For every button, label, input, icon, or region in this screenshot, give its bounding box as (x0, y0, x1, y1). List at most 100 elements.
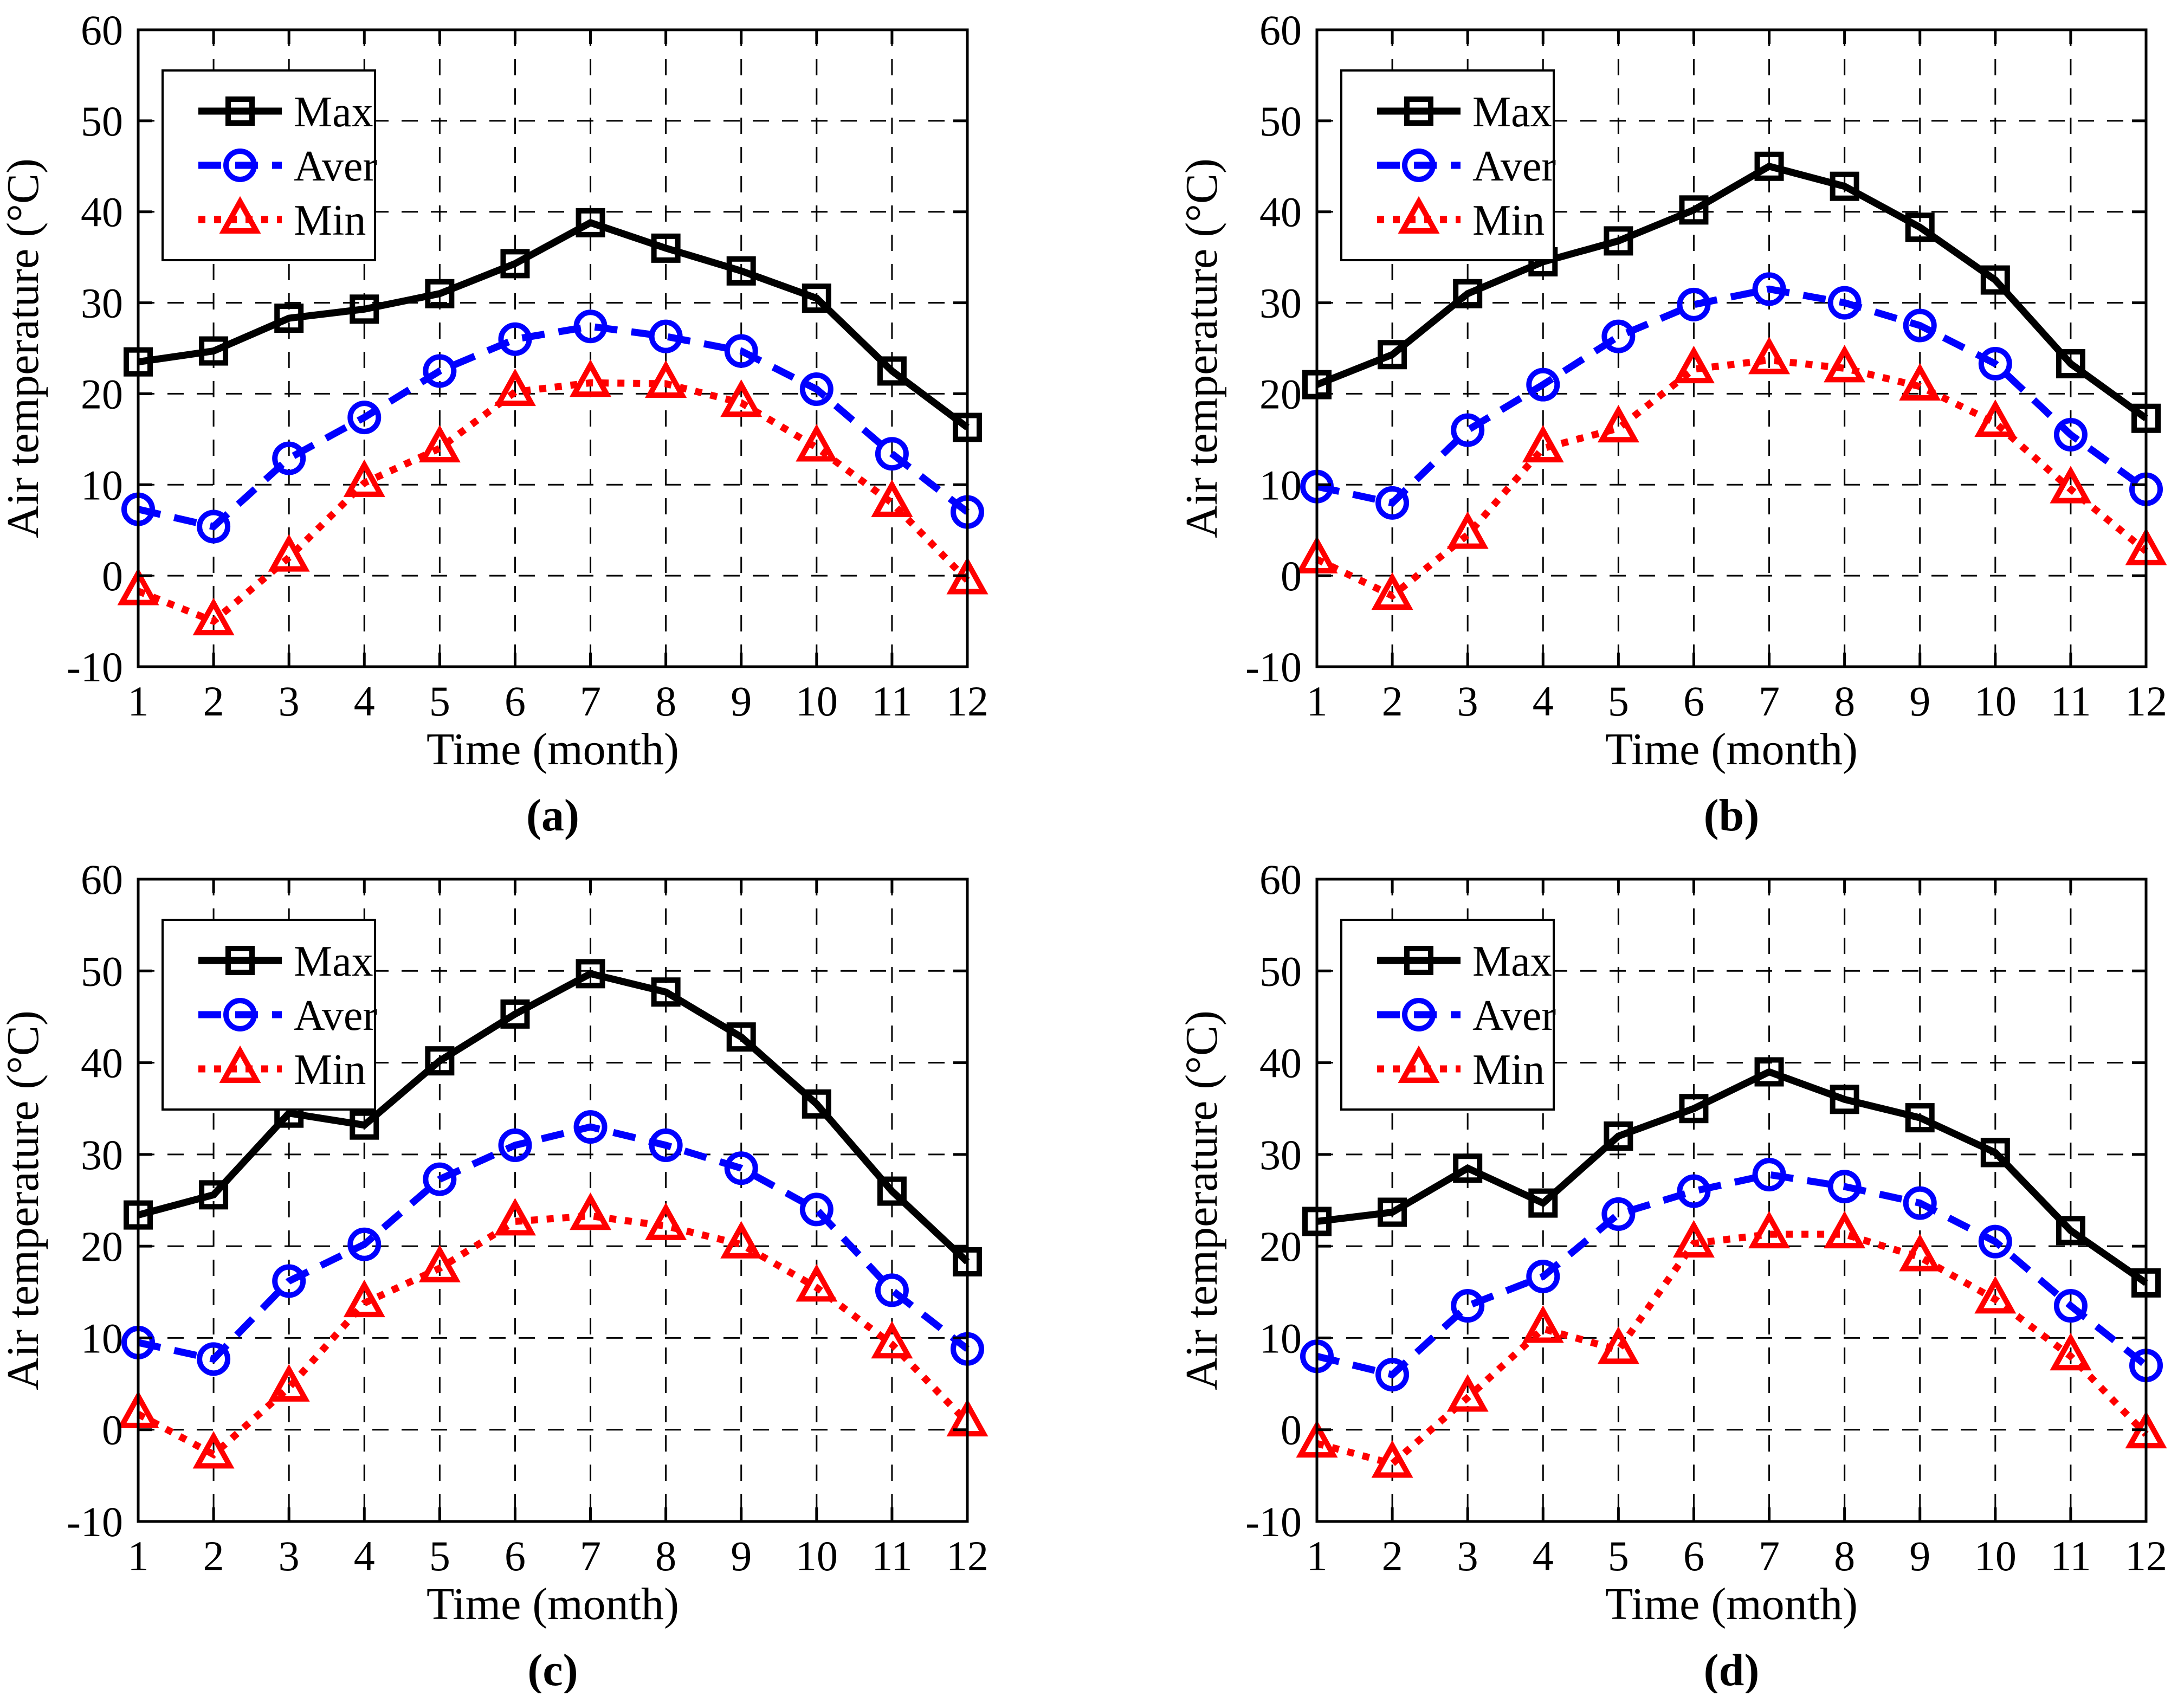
circle-marker-icon (1451, 413, 1485, 447)
plot-frame (1315, 878, 2148, 1523)
x-tick-label: 11 (2050, 678, 2091, 725)
x-axis-label: Time (month) (1605, 1579, 1858, 1629)
x-tick-label: 1 (1307, 678, 1328, 725)
series-min (1296, 337, 2167, 610)
circle-marker-icon (272, 1264, 306, 1298)
series-line (137, 323, 970, 531)
triangle-marker-icon (1899, 1234, 1941, 1272)
x-tick-label: 12 (946, 678, 988, 725)
x-tick-label: 11 (871, 678, 912, 725)
x-tick-label: 9 (731, 1532, 752, 1579)
circle-marker-icon (223, 998, 257, 1031)
x-tick-label: 2 (203, 678, 224, 725)
x-tick-label: 5 (429, 678, 450, 725)
series-min (117, 359, 988, 636)
x-tick-label: 7 (580, 678, 601, 725)
x-tick-label: 10 (796, 1532, 838, 1579)
triangle-marker-icon (720, 379, 763, 417)
x-axis-label: Time (month) (1605, 724, 1858, 775)
y-tick-label: 10 (1259, 1314, 1302, 1362)
legend-label-aver: Aver (294, 992, 377, 1040)
series-aver (1300, 1158, 2163, 1392)
legend-label-max: Max (1472, 88, 1552, 136)
circle-marker-icon (197, 510, 231, 544)
triangle-marker-icon (1974, 1276, 2017, 1314)
x-tick-label: 8 (655, 678, 676, 725)
circle-marker-icon (649, 319, 683, 353)
square-marker-icon (1754, 1057, 1784, 1087)
x-tick-label: 2 (1382, 1532, 1403, 1579)
circle-marker-icon (1903, 308, 1937, 343)
x-tick-label: 8 (655, 1532, 676, 1579)
square-marker-icon (1453, 1153, 1483, 1183)
triangle-marker-icon (645, 1202, 687, 1240)
square-marker-icon (225, 96, 255, 126)
y-tick-label: -10 (1245, 643, 1302, 691)
x-tick-label: 6 (505, 678, 526, 725)
x-axis-label: Time (month) (427, 724, 679, 775)
y-tick-label: 30 (81, 1131, 123, 1178)
square-marker-icon (726, 256, 756, 286)
triangle-marker-icon (343, 459, 385, 497)
circle-marker-icon (1677, 287, 1711, 321)
y-tick-label: 0 (102, 1407, 123, 1454)
series-aver (121, 309, 984, 544)
series-line (1316, 285, 2148, 507)
y-tick-label: 60 (1259, 7, 1302, 54)
triangle-marker-icon (1597, 1326, 1639, 1364)
legend-label-aver: Aver (1472, 143, 1556, 190)
circle-marker-icon (875, 1273, 909, 1307)
y-tick-label: 20 (81, 370, 123, 417)
square-marker-icon (500, 249, 530, 279)
triangle-marker-icon (1398, 196, 1440, 234)
x-tick-label: 6 (1683, 1532, 1704, 1579)
circle-marker-icon (1752, 272, 1786, 306)
y-tick-label: 50 (81, 947, 123, 995)
triangle-marker-icon (2050, 1332, 2092, 1371)
y-tick-label: 10 (1259, 461, 1302, 508)
triangle-marker-icon (1672, 345, 1715, 384)
triangle-marker-icon (1974, 399, 2017, 437)
legend-box (161, 919, 376, 1111)
axis-ticks (137, 28, 969, 668)
square-marker-icon (802, 283, 831, 313)
x-tick-label: 1 (128, 1532, 149, 1579)
circle-marker-icon (347, 1227, 382, 1261)
x-tick-label: 1 (1307, 1532, 1328, 1579)
grid-lines (1317, 879, 2146, 1521)
series-line (1316, 1171, 2149, 1379)
square-marker-icon (726, 1022, 756, 1052)
chart-panel-b: 1 2 3 4 5 6 7 8 9 10 11 12 -10 0 10 20 30 40 50 60 Time (mon… (1092, 0, 2184, 847)
plot-frame (137, 878, 969, 1523)
x-tick-label: 7 (580, 1532, 601, 1579)
circle-marker-icon (1601, 319, 1636, 353)
triangle-marker-icon (1398, 1045, 1440, 1083)
triangle-marker-icon (1371, 1440, 1413, 1478)
triangle-marker-icon (1748, 337, 1791, 375)
legend-label-max: Max (1472, 938, 1552, 985)
series-line (137, 1123, 970, 1363)
circle-marker-icon (347, 401, 382, 435)
x-tick-label: 2 (1382, 678, 1403, 725)
triangle-marker-icon (1522, 424, 1564, 463)
square-marker-icon (350, 1110, 379, 1140)
square-marker-icon (1453, 279, 1483, 308)
square-marker-icon (1830, 1085, 1859, 1114)
y-tick-label: 40 (1259, 1040, 1302, 1087)
x-tick-label: 3 (1457, 678, 1478, 725)
x-tick-label: 5 (429, 1532, 450, 1579)
y-tick-label: 30 (81, 280, 123, 327)
square-marker-icon (425, 279, 455, 308)
circle-marker-icon (724, 1151, 758, 1185)
y-tick-label: 0 (1281, 552, 1302, 599)
axis-ticks (1315, 28, 2148, 668)
x-tick-label: 9 (1909, 1532, 1930, 1579)
legend: Max Aver Min (1340, 69, 1556, 261)
circle-marker-icon (223, 149, 257, 182)
triangle-marker-icon (645, 360, 687, 398)
circle-marker-icon (799, 372, 833, 407)
circle-marker-icon (498, 322, 532, 356)
